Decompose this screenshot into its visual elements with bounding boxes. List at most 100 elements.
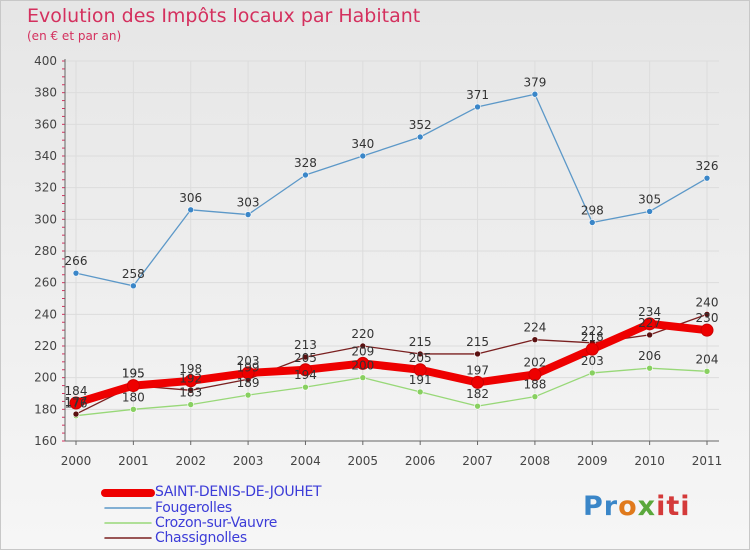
point-s0-2003 (241, 366, 255, 380)
data-label-s1-2010: 305 (638, 192, 661, 206)
x-tick-2005: 2005 (348, 454, 379, 468)
series-lines (72, 93, 711, 417)
y-tick-340: 340 (34, 149, 57, 163)
data-label-s0-2007: 197 (466, 363, 489, 377)
data-labels: 184 195 198 203 205 209 205 197 202 218 234 230 266 2… (65, 75, 719, 410)
point-s0-2002 (184, 374, 198, 388)
data-label-s0-2000: 184 (65, 384, 88, 398)
point-s2-2008 (531, 393, 539, 400)
point-s2-2009 (588, 369, 596, 377)
data-label-s3-2009: 222 (581, 324, 604, 338)
data-label-s1-2000: 266 (65, 254, 88, 268)
chart-title: Evolution des Impôts locaux par Habitant (27, 5, 421, 27)
data-label-s0-2004: 205 (294, 351, 317, 365)
data-label-s3-2004: 213 (294, 338, 317, 352)
point-s1-2000 (72, 269, 80, 277)
point-s1-2006 (416, 133, 424, 141)
point-s2-2002 (187, 401, 195, 408)
data-label-s2-2006: 191 (409, 373, 432, 387)
y-tick-320: 320 (34, 181, 57, 195)
point-s1-2008 (531, 90, 539, 98)
x-tick-2002: 2002 (175, 454, 206, 468)
point-s2-2001 (130, 406, 137, 413)
point-s3-2007 (474, 350, 481, 358)
data-label-s1-2006: 352 (409, 118, 432, 132)
point-s1-2001 (130, 282, 137, 290)
data-label-s1-2008: 379 (523, 75, 546, 89)
legend-label-fougerolles: Fougerolles (155, 500, 232, 516)
data-label-s2-2009: 203 (581, 354, 604, 368)
data-label-s2-2007: 182 (466, 387, 489, 401)
x-tick-2004: 2004 (290, 454, 321, 468)
proxiti-logo: Proxiti (583, 491, 691, 522)
y-tick-400: 400 (34, 54, 57, 68)
logo-part-4: iti (656, 491, 691, 522)
x-tick-2009: 2009 (577, 454, 608, 468)
point-s2-2004 (302, 383, 309, 391)
y-tick-220: 220 (34, 339, 57, 353)
data-label-s2-2005: 200 (351, 359, 374, 373)
y-tick-240: 240 (34, 307, 57, 321)
logo-part-3: x (637, 491, 657, 522)
series-line-0 (72, 319, 711, 407)
point-s0-2007 (471, 375, 485, 389)
point-s0-2010 (643, 317, 657, 331)
data-label-s3-2001: 195 (122, 367, 145, 381)
x-tick-2001: 2001 (118, 454, 149, 468)
data-label-s1-2007: 371 (466, 88, 489, 102)
data-label-s0-2011: 230 (696, 311, 719, 325)
point-s0-2006 (413, 363, 427, 377)
axes (62, 59, 719, 445)
point-s1-2002 (187, 206, 195, 214)
data-label-s2-2008: 188 (523, 378, 546, 392)
point-s1-2007 (474, 103, 481, 111)
data-label-s2-2003: 189 (237, 376, 260, 390)
legend-label-crozon: Crozon-sur-Vauvre (155, 515, 278, 531)
data-label-s0-2002: 198 (179, 362, 202, 376)
point-s1-2010 (646, 208, 653, 215)
point-s3-2004 (302, 353, 309, 361)
point-s0-2001 (126, 379, 140, 393)
point-s0-2009 (585, 342, 599, 356)
point-s2-2010 (646, 364, 653, 372)
point-s2-2003 (244, 391, 252, 399)
x-tick-2011: 2011 (692, 454, 723, 468)
chart-subtitle: (en € et par an) (27, 29, 122, 43)
y-tick-260: 260 (34, 276, 57, 290)
point-s1-2004 (302, 171, 309, 179)
data-label-s1-2009: 298 (581, 204, 604, 218)
x-tick-2010: 2010 (634, 454, 665, 468)
data-label-s0-2010: 234 (638, 305, 661, 319)
y-tick-160: 160 (34, 434, 57, 448)
series-line-2 (75, 367, 708, 417)
y-tick-300: 300 (34, 212, 57, 226)
data-label-s1-2005: 340 (351, 137, 374, 151)
data-label-s1-2011: 326 (696, 159, 719, 173)
point-s2-2011 (703, 368, 711, 375)
data-label-s1-2003: 303 (237, 196, 260, 210)
point-s0-2000 (69, 396, 83, 410)
y-tick-380: 380 (34, 86, 57, 100)
logo-part-1: Pr (583, 491, 619, 522)
data-label-s3-2005: 220 (351, 327, 374, 341)
point-s2-2006 (416, 388, 424, 396)
y-tick-labels: 160 180 200 220 240 260 280 300 320 340 360 380 400 (34, 54, 57, 448)
x-tick-2006: 2006 (405, 454, 436, 468)
data-label-s3-2002: 192 (179, 371, 202, 385)
point-s0-2004 (298, 363, 312, 377)
x-tick-labels: 2000 2001 2002 2003 2004 2005 2006 2007 2008 2009… (61, 454, 723, 468)
data-label-s0-2003: 203 (237, 354, 260, 368)
data-label-s0-2001: 195 (122, 367, 145, 381)
data-label-s2-2000: 176 (65, 397, 88, 411)
point-s3-2006 (416, 350, 424, 358)
legend-label-saint-denis: SAINT-DENIS-DE-JOUHET (155, 484, 322, 500)
point-s3-2005 (359, 342, 367, 350)
data-label-s2-2004: 194 (294, 368, 317, 382)
point-s1-2011 (703, 174, 711, 182)
data-label-s2-2001: 180 (122, 390, 145, 404)
data-label-s2-2011: 204 (696, 352, 719, 366)
data-label-s3-2008: 224 (523, 321, 546, 335)
point-s1-2003 (244, 211, 252, 218)
data-label-s3-2007: 215 (466, 335, 489, 349)
